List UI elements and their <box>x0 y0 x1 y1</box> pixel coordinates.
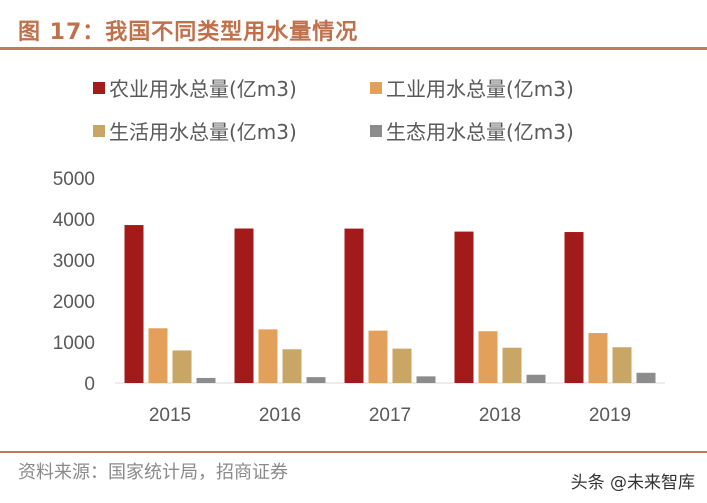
legend-label: 生活用水总量(亿m3) <box>109 120 297 144</box>
watermark: 头条 @未来智库 <box>570 473 695 493</box>
legend-label: 生态用水总量(亿m3) <box>386 120 574 144</box>
bar-2017-0 <box>344 228 364 383</box>
bar-2015-2 <box>172 350 192 383</box>
x-tick-label: 2019 <box>589 405 631 426</box>
legend-item-agriculture: 农业用水总量(亿m3) <box>93 73 297 102</box>
bar-2019-0 <box>564 232 584 383</box>
legend-label: 工业用水总量(亿m3) <box>386 77 574 101</box>
x-tick-label: 2015 <box>149 405 191 426</box>
y-tick-label: 2000 <box>53 292 95 313</box>
bar-2016-3 <box>306 377 326 383</box>
footer-divider <box>0 451 707 453</box>
bar-2015-1 <box>148 328 168 383</box>
legend-swatch <box>93 81 105 94</box>
legend-item-domestic: 生活用水总量(亿m3) <box>93 116 297 145</box>
bar-2019-3 <box>636 372 656 383</box>
x-tick-label: 2016 <box>259 405 301 426</box>
bar-2018-2 <box>502 347 522 383</box>
bar-2017-1 <box>368 330 388 383</box>
y-tick-label: 4000 <box>53 210 95 231</box>
bar-2016-0 <box>234 228 254 383</box>
bar-2019-2 <box>612 347 632 383</box>
legend-swatch <box>93 124 105 137</box>
source-note: 资料来源：国家统计局，招商证券 <box>18 462 288 483</box>
bar-2016-1 <box>258 329 278 383</box>
y-tick-label: 0 <box>84 374 95 395</box>
x-tick-label: 2017 <box>369 405 411 426</box>
bar-2018-3 <box>526 374 546 383</box>
legend-swatch <box>370 81 382 94</box>
bar-2016-2 <box>282 349 302 383</box>
bar-2017-3 <box>416 376 436 383</box>
chart-title: 图 17：我国不同类型用水量情况 <box>18 20 359 45</box>
y-tick-label: 3000 <box>53 251 95 272</box>
bar-2018-0 <box>454 231 474 383</box>
bar-2019-1 <box>588 333 608 383</box>
bar-2017-2 <box>392 348 412 383</box>
legend-swatch <box>370 124 382 137</box>
y-tick-label: 1000 <box>53 333 95 354</box>
legend-item-ecological: 生态用水总量(亿m3) <box>370 116 574 145</box>
y-tick-label: 5000 <box>53 169 95 190</box>
legend-item-industry: 工业用水总量(亿m3) <box>370 73 574 102</box>
bar-2015-0 <box>124 225 144 383</box>
title-divider <box>0 47 707 50</box>
x-tick-label: 2018 <box>479 405 521 426</box>
legend-label: 农业用水总量(亿m3) <box>109 77 297 101</box>
bar-2018-1 <box>478 331 498 383</box>
bar-2015-3 <box>196 377 216 383</box>
